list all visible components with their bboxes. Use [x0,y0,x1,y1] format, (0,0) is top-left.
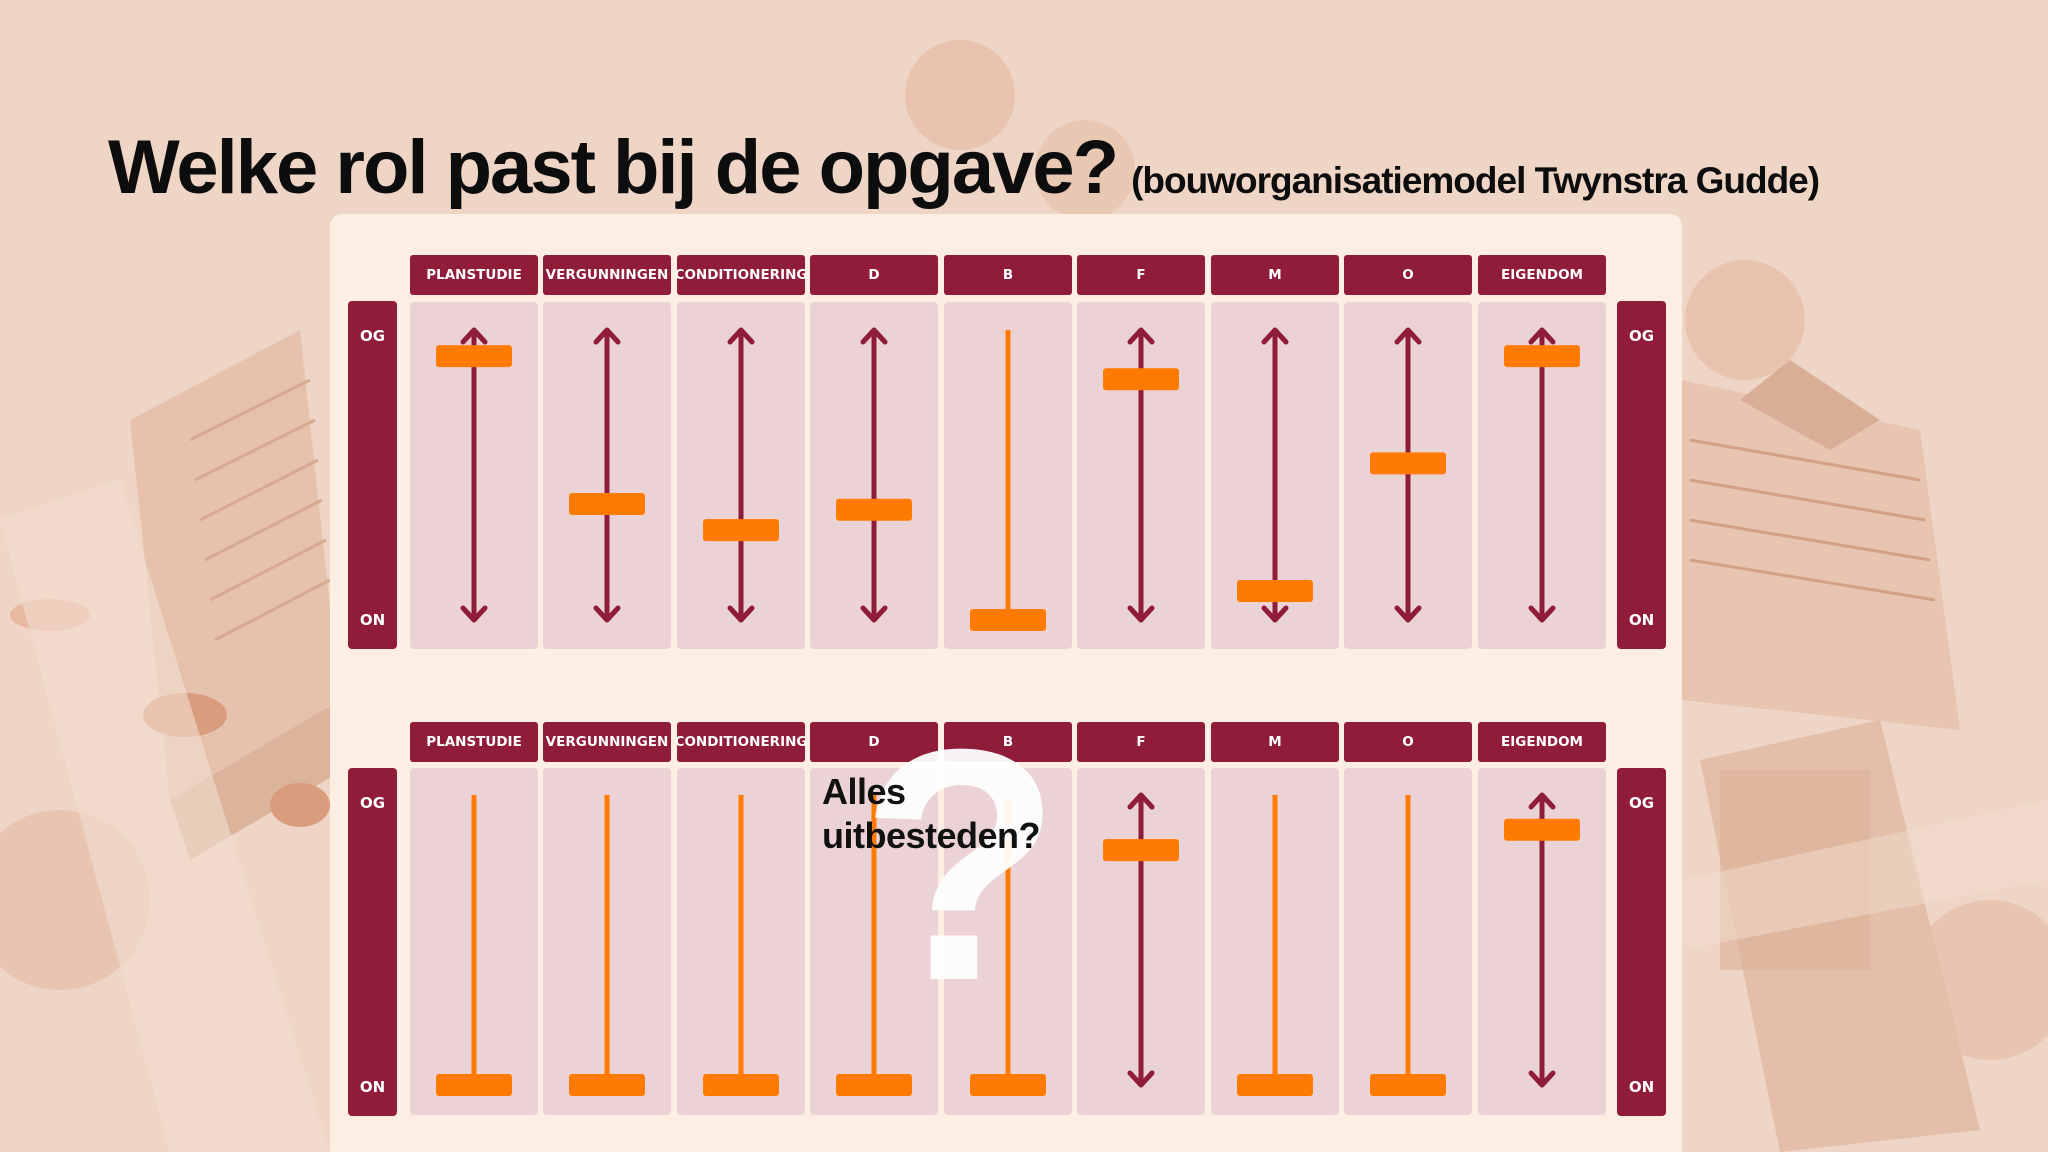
arrow-head-down [727,605,755,623]
slider-handle-planstudie [436,1074,512,1096]
scale-label-on: ON [1628,611,1655,629]
column-header-planstudie: PLANSTUDIE [410,255,538,295]
role-slider-f [1103,327,1179,623]
column-header-d: D [810,722,938,762]
scale-label-og: OG [1628,794,1655,812]
arrow-head-down [1528,605,1556,623]
arrow-head-up [1394,327,1422,345]
column-header-f: F [1077,722,1205,762]
role-slider-planstudie [436,795,512,1096]
slider-handle-b [970,609,1046,631]
column-header-conditionering: CONDITIONERING [675,255,807,295]
column-header-b: B [944,255,1072,295]
role-slider-o [1370,795,1446,1096]
slider-handle-planstudie [436,345,512,368]
scale-label-on: ON [359,1078,386,1096]
scale-label-og: OG [359,327,386,345]
column-header-d: D [810,255,938,295]
slider-handle-o [1370,1074,1446,1096]
scale-label-og: OG [1628,327,1655,345]
column-header-planstudie: PLANSTUDIE [410,722,538,762]
role-slider-m [1237,795,1313,1096]
arrow-head-down [1127,605,1155,623]
slider-handle-m [1237,1074,1313,1096]
scale-bar-right-current: OG ON [1617,301,1666,649]
slider-handle-b [970,1074,1046,1096]
role-slider-b [970,795,1046,1096]
role-slider-planstudie [436,327,512,623]
column-header-vergunningen: VERGUNNINGEN [543,722,671,762]
outsourcing-question: Alles uitbesteden? [822,770,1041,858]
slider-handle-d [836,498,912,521]
role-slider-eigendom [1504,792,1580,1088]
column-header-eigendom: EIGENDOM [1478,722,1606,762]
slider-handle-f [1103,368,1179,391]
slider-handle-m [1237,580,1313,602]
role-slider-m [1237,327,1313,623]
role-slider-d [836,327,912,623]
role-slider-conditionering [703,795,779,1096]
arrow-head-down [1261,605,1289,623]
outsourcing-question-line2: uitbesteden? [822,815,1041,856]
arrow-head-down [460,605,488,623]
arrow-head-up [1528,327,1556,345]
role-slider-f [1103,792,1179,1088]
scale-label-on: ON [359,611,386,629]
arrow-head-up [727,327,755,345]
column-header-conditionering: CONDITIONERING [675,722,807,762]
role-slider-o [1370,327,1446,623]
slide-title: Welke rol past bij de opgave? (bouworgani… [108,124,1820,211]
role-slider-d [836,795,912,1096]
arrow-head-up [860,327,888,345]
title-subtitle: (bouworganisatiemodel Twynstra Gudde) [1131,160,1820,201]
column-header-b: B [944,722,1072,762]
slider-handle-o [1370,452,1446,475]
arrow-head-down [1127,1070,1155,1088]
arrow-head-up [1127,792,1155,810]
scale-bar-right-outsourced: OG ON [1617,768,1666,1116]
column-header-m: M [1211,722,1339,762]
role-slider-conditionering [703,327,779,623]
column-header-f: F [1077,255,1205,295]
slider-handle-vergunningen [569,1074,645,1096]
slider-handle-vergunningen [569,493,645,515]
role-slider-vergunningen [569,327,645,623]
arrow-head-down [1394,605,1422,623]
outsourcing-question-line1: Alles [822,771,906,812]
slider-handle-eigendom [1504,818,1580,841]
title-main: Welke rol past bij de opgave? [108,125,1119,210]
arrow-head-up [1261,327,1289,345]
role-slider-vergunningen [569,795,645,1096]
column-header-o: O [1344,722,1472,762]
arrow-head-down [860,605,888,623]
column-header-vergunningen: VERGUNNINGEN [543,255,671,295]
scale-bar-left-current: OG ON [348,301,397,649]
slider-handle-d [836,1074,912,1096]
column-header-eigendom: EIGENDOM [1478,255,1606,295]
arrow-head-up [460,327,488,345]
slider-handle-eigendom [1504,345,1580,368]
arrow-head-down [593,605,621,623]
role-slider-eigendom [1504,327,1580,623]
arrow-head-up [1127,327,1155,345]
role-slider-b [970,330,1046,631]
question-mark-glyph: ? [860,680,1062,1049]
arrow-head-up [1528,792,1556,810]
scale-label-og: OG [359,794,386,812]
slider-handle-f [1103,839,1179,862]
arrow-head-up [593,327,621,345]
scale-bar-left-outsourced: OG ON [348,768,397,1116]
slider-handle-conditionering [703,519,779,542]
column-header-o: O [1344,255,1472,295]
scale-label-on: ON [1628,1078,1655,1096]
arrow-head-down [1528,1070,1556,1088]
column-header-m: M [1211,255,1339,295]
slider-handle-conditionering [703,1074,779,1096]
